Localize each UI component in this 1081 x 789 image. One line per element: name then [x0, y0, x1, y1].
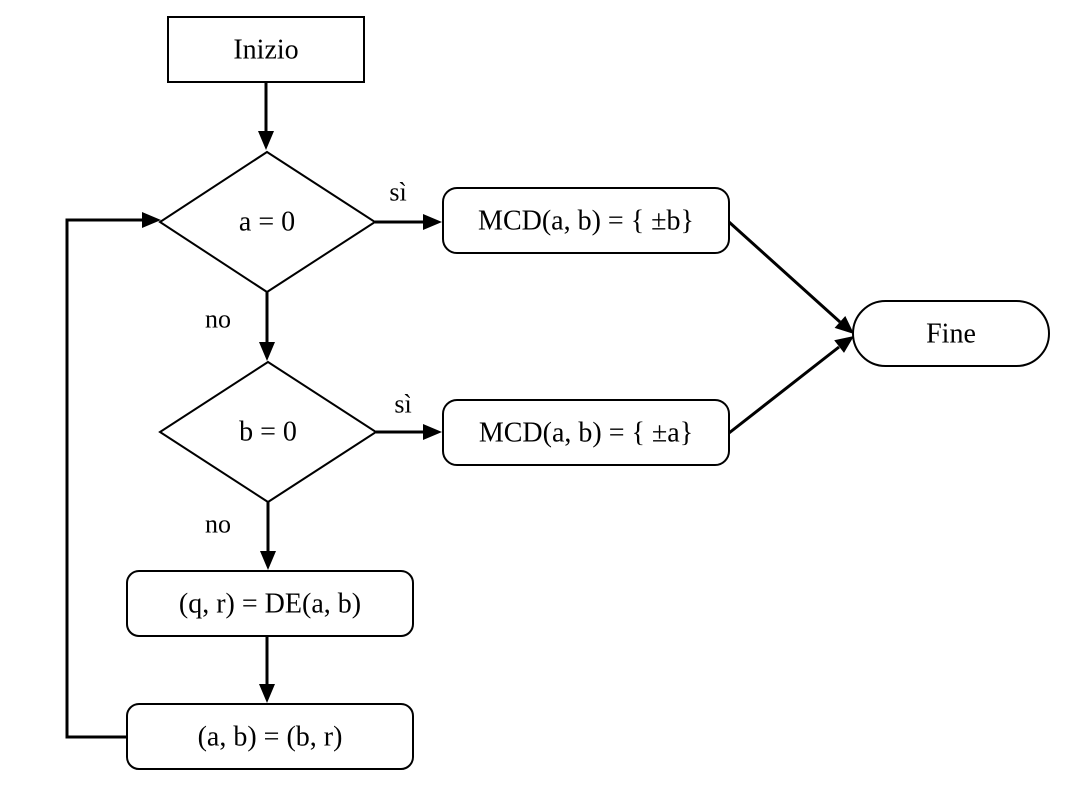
start-node-label: Inizio: [233, 35, 298, 66]
start-node: Inizio: [167, 16, 365, 83]
division-node: (q, r) = DE(a, b): [126, 570, 414, 637]
swap-node: (a, b) = (b, r): [126, 703, 414, 770]
edge-label-b-yes: sì: [394, 390, 411, 419]
swap-node-label: (a, b) = (b, r): [198, 722, 343, 753]
edge-label-a-yes: sì: [389, 178, 406, 207]
connector-a-no: [259, 292, 275, 361]
result-b-node: MCD(a, b) = { ±b}: [442, 187, 730, 254]
edge-label-b-no: no: [205, 510, 231, 539]
arrowhead-icon: [142, 212, 161, 228]
edge-label-a-no: no: [205, 305, 231, 334]
arrowhead-icon: [834, 336, 854, 353]
arrowhead-icon: [259, 684, 275, 703]
connector-b-no: [260, 502, 276, 570]
decision-b-zero-label: b = 0: [239, 417, 297, 448]
connector-result-a-to-end: [728, 336, 854, 435]
arrowhead-icon: [834, 316, 854, 334]
decision-b-zero: b = 0: [158, 360, 378, 504]
connector-b-yes: [376, 424, 442, 440]
result-b-label: MCD(a, b) = { ±b}: [478, 206, 694, 237]
arrowhead-icon: [423, 214, 442, 230]
decision-a-zero-label: a = 0: [239, 207, 295, 238]
connector-loop-back: [65, 212, 161, 739]
connector-result-b-to-end: [727, 220, 854, 334]
connector-division-to-swap: [259, 636, 275, 703]
result-a-label: MCD(a, b) = { ±a}: [479, 418, 693, 449]
connector-a-yes: [375, 214, 442, 230]
arrowhead-icon: [423, 424, 442, 440]
decision-a-zero: a = 0: [158, 150, 377, 294]
division-node-label: (q, r) = DE(a, b): [179, 589, 361, 620]
end-node-label: Fine: [926, 319, 976, 350]
end-node: Fine: [852, 300, 1050, 367]
result-a-node: MCD(a, b) = { ±a}: [442, 399, 730, 466]
arrowhead-icon: [258, 131, 274, 150]
arrowhead-icon: [260, 551, 276, 570]
connector-start-to-a: [258, 82, 274, 150]
arrowhead-icon: [259, 342, 275, 361]
